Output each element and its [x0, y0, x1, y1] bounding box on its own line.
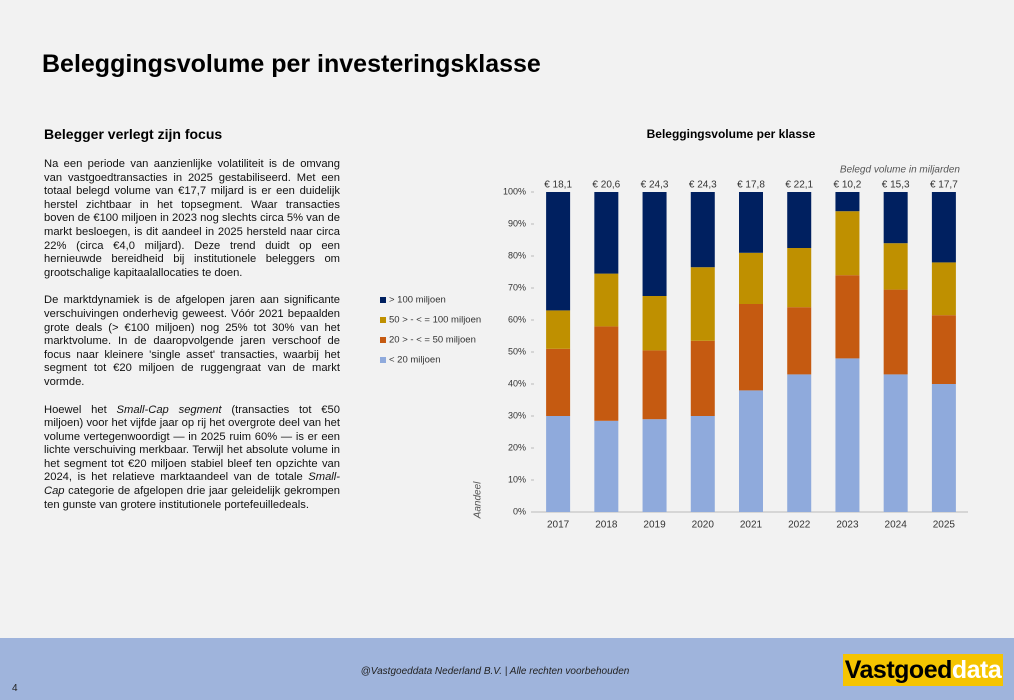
legend-swatch	[380, 357, 386, 363]
bar-segment	[787, 192, 812, 248]
paragraph: De marktdynamiek is de afgelopen jaren a…	[44, 294, 340, 389]
bar-top-label: € 24,3	[689, 180, 717, 191]
logo: Vastgoeddata	[843, 654, 1003, 686]
legend-swatch	[380, 297, 386, 303]
text-run: Small-Cap	[44, 471, 340, 498]
y-tick-label: 0%	[513, 506, 526, 516]
bar-segment	[642, 192, 667, 296]
bar-top-label: € 10,2	[834, 180, 862, 191]
legend-label: < 20 miljoen	[389, 355, 441, 366]
y-tick-label: 80%	[508, 250, 526, 260]
bar-segment	[594, 420, 619, 512]
chart-title: Beleggingsvolume per klasse	[647, 127, 816, 141]
bar-segment	[594, 273, 619, 327]
body-text: Na een periode van aanzienlijke volatili…	[44, 158, 340, 526]
bar-segment	[835, 358, 860, 512]
y-tick-label: 50%	[508, 346, 526, 356]
bar-segment	[883, 192, 908, 244]
bar-segment	[739, 252, 763, 304]
x-tick-label: 2018	[595, 520, 618, 531]
text-run: Hoewel het	[44, 403, 117, 416]
bar-segment	[546, 310, 571, 349]
legend-swatch	[380, 317, 386, 323]
y-tick-label: 90%	[508, 218, 526, 228]
text-run: De marktdynamiek is de afgelopen jaren a…	[44, 294, 340, 388]
bar-segment	[739, 390, 763, 512]
bar-segment	[642, 419, 667, 512]
bar-segment	[594, 326, 619, 421]
bar-top-label: € 17,7	[930, 180, 958, 191]
chart: Beleggingsvolume per klasse Belegd volum…	[380, 127, 968, 531]
bar-segment	[546, 348, 571, 416]
y-tick-label: 70%	[508, 282, 526, 292]
bar-segment	[787, 307, 812, 375]
y-tick-label: 10%	[508, 474, 526, 484]
bar-segment	[787, 248, 812, 308]
y-tick-label: 30%	[508, 410, 526, 420]
y-tick-label: 40%	[508, 378, 526, 388]
bar-top-label: € 22,1	[785, 180, 813, 191]
text-run: categorie de afgelopen drie jaar geleide…	[44, 485, 340, 511]
bar-segment	[931, 315, 956, 384]
bar-segment	[787, 374, 812, 512]
bar-segment	[690, 340, 715, 416]
legend-label: 20 > - < = 50 miljoen	[389, 335, 476, 346]
page-number: 4	[12, 683, 18, 694]
text-run: (transacties tot €50 miljoen) voor het v…	[44, 403, 340, 484]
bar-segment	[546, 416, 571, 512]
bar-segment	[835, 275, 860, 359]
x-tick-label: 2019	[643, 520, 666, 531]
x-tick-label: 2020	[692, 520, 715, 531]
bar-segment	[931, 192, 956, 263]
slide-title: Beleggingsvolume per investeringsklasse	[42, 50, 541, 78]
bar-segment	[883, 289, 908, 375]
text-run: Small-Cap segment	[116, 403, 222, 416]
bar-segment	[690, 192, 715, 268]
bar-top-label: € 18,1	[544, 180, 572, 191]
bar-segment	[739, 304, 763, 391]
legend-label: 50 > - < = 100 miljoen	[389, 315, 481, 326]
bar-segment	[690, 267, 715, 341]
y-tick-label: 100%	[503, 186, 526, 196]
text-run: Na een periode van aanzienlijke volatili…	[44, 158, 340, 279]
bar-top-label: € 24,3	[641, 180, 669, 191]
bar-segment	[883, 374, 908, 512]
bar-segment	[835, 192, 860, 212]
bar-top-label: € 17,8	[737, 180, 765, 191]
x-tick-label: 2025	[933, 520, 956, 531]
bar-segment	[931, 384, 956, 512]
bar-segment	[594, 192, 619, 274]
bar-segment	[835, 211, 860, 276]
paragraph: Na een periode van aanzienlijke volatili…	[44, 158, 340, 280]
bar-segment	[931, 262, 956, 316]
bar-segment	[883, 243, 908, 290]
logo-text: data	[951, 656, 1002, 684]
bar-top-label: € 15,3	[882, 180, 910, 191]
x-tick-label: 2023	[836, 520, 859, 531]
bar-top-label: € 20,6	[592, 180, 620, 191]
y-tick-label: 20%	[508, 442, 526, 452]
bar-segment	[690, 416, 715, 512]
bar-segment	[739, 192, 763, 253]
x-tick-label: 2022	[788, 520, 811, 531]
legend-swatch	[380, 337, 386, 343]
footer-text: @Vastgoeddata Nederland B.V. | Alle rech…	[360, 666, 630, 677]
x-tick-label: 2021	[740, 520, 763, 531]
x-tick-label: 2024	[885, 520, 908, 531]
logo-text: Vastgoed	[844, 656, 953, 684]
bar-segment	[642, 296, 667, 351]
paragraph: Hoewel het Small-Cap segment (transactie…	[44, 404, 340, 513]
section-heading: Belegger verlegt zijn focus	[44, 126, 223, 142]
footer: @Vastgoeddata Nederland B.V. | Alle rech…	[0, 638, 1014, 700]
bar-segment	[642, 350, 667, 420]
y-tick-label: 60%	[508, 314, 526, 324]
annotation: Belegd volume in miljarden	[840, 165, 961, 176]
legend-label: > 100 miljoen	[389, 295, 446, 306]
y-axis-label: Aandeel	[473, 481, 484, 519]
bar-segment	[546, 192, 571, 311]
x-tick-label: 2017	[547, 520, 570, 531]
